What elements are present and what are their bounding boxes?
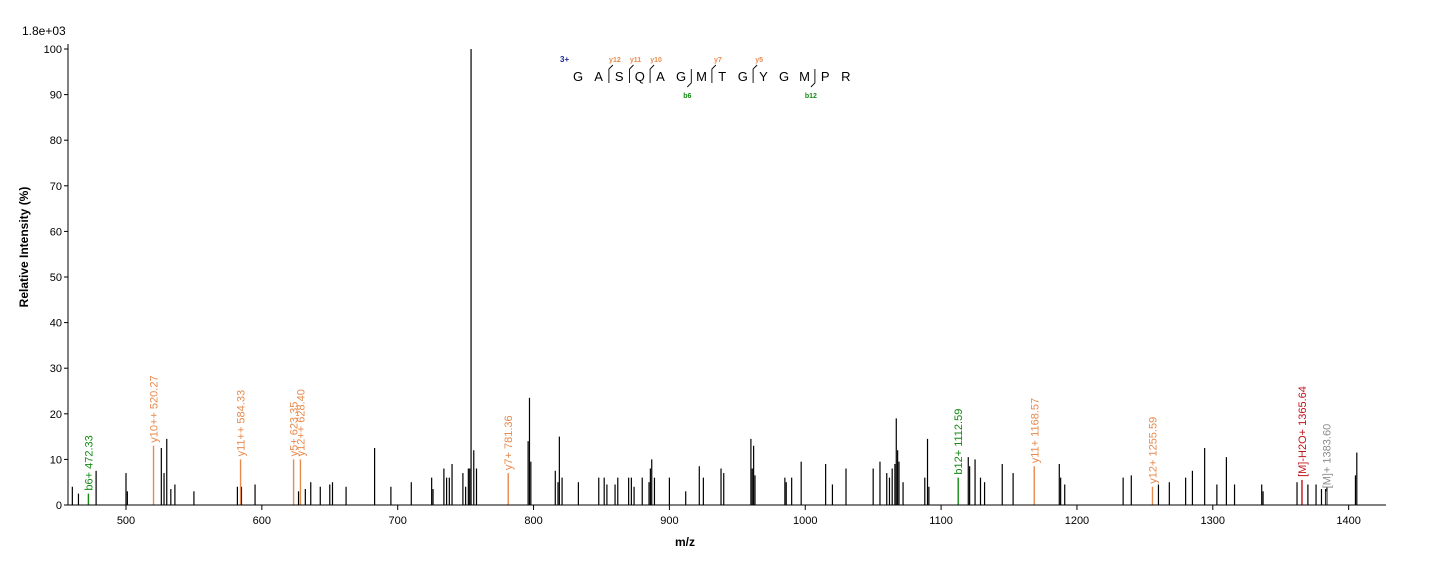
residue-letter: T: [718, 69, 726, 84]
x-tick-label: 700: [389, 515, 407, 527]
residue-letter: R: [841, 69, 850, 84]
y-fragment-label: y5: [755, 57, 763, 64]
x-tick-label: 1200: [1065, 515, 1089, 527]
b-fragment-label: b6: [683, 93, 691, 100]
residue-letter: G: [676, 69, 686, 84]
y-tick-label: 60: [50, 226, 62, 238]
residue-letter: P: [821, 69, 830, 84]
y-tick-label: 30: [50, 363, 62, 375]
x-tick-label: 500: [117, 515, 135, 527]
x-tick-label: 1100: [929, 515, 953, 527]
x-tick-label: 1300: [1201, 515, 1225, 527]
y-fragment-bracket: [649, 64, 655, 83]
peak-label: y11+ 1168.57: [1029, 398, 1041, 463]
charge-state-label: 3+: [560, 55, 569, 64]
x-tick-label: 600: [253, 515, 271, 527]
y-fragment-bracket: [752, 64, 758, 83]
peak-label: y11++ 584.33: [236, 390, 248, 456]
y-fragment-bracket: [711, 64, 717, 83]
x-tick-label: 1000: [793, 515, 817, 527]
y-fragment-label: y12: [609, 57, 621, 64]
y-fragment-label: y7: [714, 57, 722, 64]
x-tick-label: 900: [660, 515, 678, 527]
y-tick-label: 70: [50, 181, 62, 193]
peak-label: y5+ 623.35: [289, 402, 301, 457]
x-tick-label: 1400: [1336, 515, 1360, 527]
peak-label: y10++ 520.27: [149, 375, 161, 442]
annotated-peaks: b6+ 472.33 y10++ 520.27 y11++ 584.33 y5+ 62…: [83, 375, 1333, 505]
residue-letter: S: [615, 69, 624, 84]
peak-label: y12+ 1255.59: [1147, 417, 1159, 484]
y-tick-label: 20: [50, 409, 62, 421]
x-axis-ticks: 500 600 700 800 900 1000 1100 1200 1300 1400: [117, 505, 1361, 527]
y-tick-label: 40: [50, 318, 62, 330]
y-fragment-label: y10: [650, 57, 662, 64]
residue-letter: A: [594, 69, 603, 84]
residue-letter: M: [696, 69, 707, 84]
x-axis-title: m/z: [675, 535, 695, 549]
y-tick-label: 100: [44, 44, 62, 56]
residue-letter: A: [656, 69, 665, 84]
peak-label: y12++ 628.40: [295, 389, 307, 456]
b-fragment-label: b12: [805, 93, 817, 100]
y-tick-label: 0: [56, 500, 62, 512]
peak-series: [71, 49, 1358, 505]
y-fragment-bracket: [608, 64, 614, 83]
y-axis-ticks: 0 10 20 30 40 50 60 70 80 90 100: [44, 44, 68, 512]
y-fragment-bracket: [629, 64, 634, 83]
peak-label: [M]+ 1383.60: [1321, 424, 1333, 489]
residue-letter: G: [573, 69, 583, 84]
b-fragment-bracket: [686, 69, 692, 88]
y-fragment-label: y11: [630, 57, 641, 64]
y-tick-label: 80: [50, 135, 62, 147]
residue-letter: Q: [635, 69, 645, 84]
intensity-scale-label: 1.8e+03: [22, 24, 66, 38]
y-tick-label: 50: [50, 272, 62, 284]
y-tick-label: 90: [50, 90, 62, 102]
x-tick-label: 800: [524, 515, 542, 527]
b-fragment-bracket: [810, 69, 816, 88]
peak-label: [M]-H2O+ 1365.64: [1297, 386, 1309, 477]
y-axis-title: Relative Intensity (%): [17, 187, 31, 308]
y-tick-label: 10: [50, 454, 62, 466]
residue-letter: M: [799, 69, 810, 84]
residue-letter: G: [738, 69, 748, 84]
residue-letter: G: [779, 69, 789, 84]
peak-label: y7+ 781.36: [503, 415, 515, 470]
residue-letter: Y: [759, 69, 768, 84]
peak-label: b6+ 472.33: [83, 435, 95, 490]
peak-label: b12+ 1112.59: [953, 409, 965, 475]
